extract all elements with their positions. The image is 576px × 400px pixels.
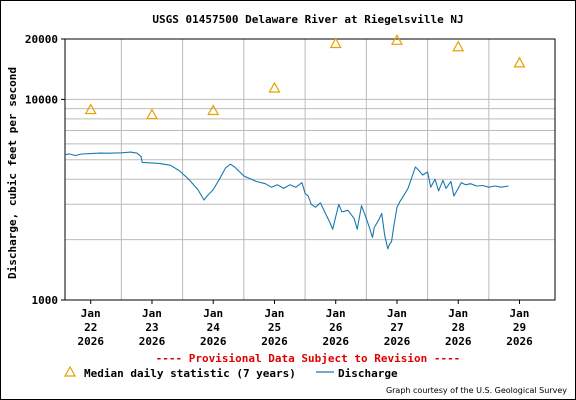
x-tick-label: 2026 bbox=[261, 335, 288, 348]
chart-title: USGS 01457500 Delaware River at Riegelsv… bbox=[152, 13, 463, 26]
x-tick-label: 23 bbox=[145, 321, 158, 334]
x-tick-label: 26 bbox=[329, 321, 343, 334]
median-marker bbox=[452, 40, 465, 52]
x-tick-label: 24 bbox=[207, 321, 221, 334]
median-marker bbox=[390, 34, 403, 45]
x-axis: Jan222026Jan232026Jan242026Jan252026Jan2… bbox=[77, 300, 533, 348]
credit-text: Graph courtesy of the U.S. Geological Su… bbox=[386, 386, 567, 395]
y-tick-label: 10000 bbox=[25, 93, 58, 106]
x-tick-label: Jan bbox=[448, 307, 468, 320]
legend-discharge-label: Discharge bbox=[338, 367, 398, 380]
x-tick-label: 2026 bbox=[139, 335, 166, 348]
median-marker bbox=[329, 37, 342, 49]
x-tick-label: Jan bbox=[387, 307, 407, 320]
x-tick-label: 29 bbox=[513, 321, 526, 334]
x-tick-label: 27 bbox=[390, 321, 403, 334]
x-tick-label: 2026 bbox=[506, 335, 533, 348]
x-tick-label: Jan bbox=[203, 307, 223, 320]
x-tick-label: Jan bbox=[81, 307, 101, 320]
grid bbox=[65, 39, 555, 300]
median-marker bbox=[513, 56, 526, 68]
x-tick-label: 25 bbox=[268, 321, 281, 334]
median-marker bbox=[84, 103, 97, 115]
discharge-line bbox=[64, 151, 509, 250]
x-tick-label: 28 bbox=[452, 321, 465, 334]
x-tick-label: 2026 bbox=[322, 335, 349, 348]
y-axis-label: Discharge, cubic feet per second bbox=[6, 67, 19, 279]
x-tick-label: 2026 bbox=[384, 335, 411, 348]
x-tick-label: Jan bbox=[510, 307, 530, 320]
x-tick-label: Jan bbox=[142, 307, 162, 320]
median-marker bbox=[207, 104, 220, 116]
median-marker bbox=[145, 108, 158, 120]
x-tick-label: 2026 bbox=[445, 335, 472, 348]
provisional-note: ---- Provisional Data Subject to Revisio… bbox=[156, 352, 461, 365]
x-tick-label: 2026 bbox=[200, 335, 227, 348]
x-tick-label: Jan bbox=[265, 307, 285, 320]
legend-median-label: Median daily statistic (7 years) bbox=[84, 367, 296, 380]
y-axis: 1000 10000 20000 bbox=[25, 33, 65, 307]
legend-median-marker bbox=[63, 365, 77, 377]
x-tick-label: Jan bbox=[326, 307, 346, 320]
x-tick-label: 22 bbox=[84, 321, 97, 334]
y-tick-label: 20000 bbox=[25, 33, 58, 46]
series-median bbox=[84, 34, 526, 120]
y-tick-label: 1000 bbox=[32, 294, 59, 307]
x-tick-label: 2026 bbox=[77, 335, 104, 348]
median-marker bbox=[268, 81, 281, 93]
plot-area bbox=[64, 38, 556, 301]
series-discharge bbox=[64, 151, 509, 250]
